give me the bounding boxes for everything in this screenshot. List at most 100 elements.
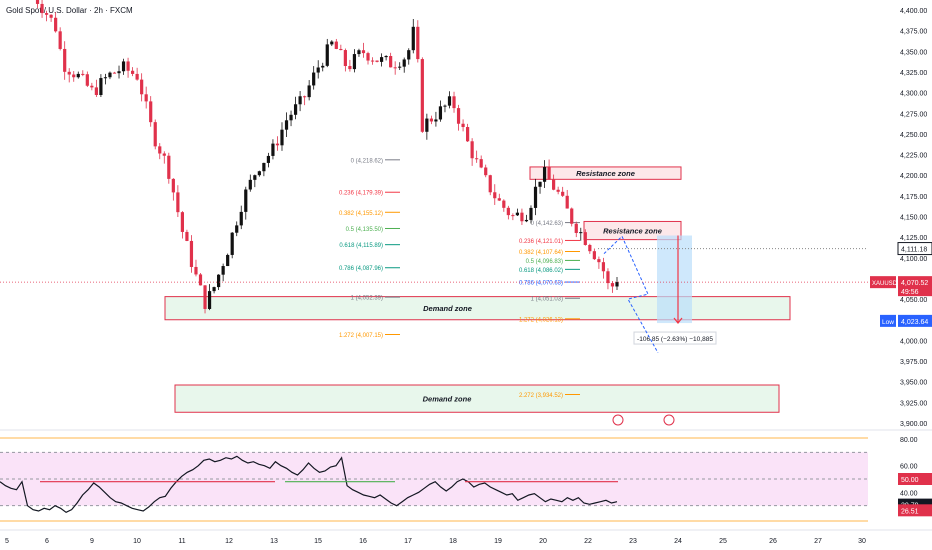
time-tick-label: 13 [270, 538, 278, 545]
price-badge-label: 4,111.18 [901, 247, 927, 254]
candle-body [262, 162, 266, 172]
candle-body [479, 159, 483, 168]
candle-body [339, 48, 343, 51]
fib-left-label: 0.5 (4,135.50) [346, 227, 383, 233]
candle-body [552, 179, 556, 190]
time-tick-label: 9 [90, 538, 94, 545]
candle-body [162, 153, 166, 156]
candle-body [72, 74, 76, 78]
fib-right-label: 0.382 (4,107.64) [519, 250, 563, 256]
candle-body [452, 96, 456, 109]
candle-body [49, 14, 53, 18]
candle-body [226, 254, 230, 267]
price-tick-label: 4,050.00 [900, 297, 927, 304]
fib-right-label: 0.5 (4,096.83) [526, 259, 563, 265]
rsi-line [0, 455, 618, 513]
candle-body [44, 13, 49, 15]
candle-body [443, 105, 447, 107]
candle-body [470, 141, 474, 159]
rsi-badge-label: 26.51 [901, 508, 919, 515]
candle-body [601, 262, 606, 272]
time-tick-label: 12 [225, 538, 233, 545]
candle-body [266, 155, 271, 163]
candle-body [615, 282, 619, 287]
fib-right-label: 0.618 (4,086.02) [519, 268, 563, 274]
time-tick-label: 20 [539, 538, 547, 545]
fib-left-label: 0.382 (4,155.12) [339, 211, 383, 217]
candle-body [366, 53, 370, 61]
candle-body [121, 61, 126, 72]
candle-body [212, 287, 216, 292]
rsi-badge [898, 504, 932, 517]
projection-path [603, 235, 659, 354]
candle-body [497, 198, 501, 201]
candle-body [149, 101, 153, 123]
candle-body [533, 186, 538, 208]
rsi-tick-label: 80.00 [900, 437, 918, 444]
candle-body [103, 77, 108, 79]
candle-body [303, 96, 307, 98]
candle-body [217, 274, 221, 288]
time-tick-label: 18 [449, 538, 457, 545]
last-price-label: 4,070.52 [901, 280, 928, 287]
time-tick-label: 16 [359, 538, 367, 545]
candle-body [389, 56, 393, 68]
candle-body [370, 60, 375, 62]
projection-box [657, 235, 692, 324]
candle-body [271, 143, 275, 156]
candle-body [484, 167, 488, 176]
candle-body [180, 212, 184, 232]
chart-title: Gold Spot / U.S. Dollar · 2h · FXCM [6, 6, 133, 15]
candle-body [330, 41, 334, 45]
price-badge [897, 242, 932, 256]
candle-body [130, 70, 135, 74]
candle-body [334, 41, 338, 49]
candle-body [126, 61, 130, 71]
candle-body [289, 114, 293, 121]
candle-body [158, 146, 162, 154]
fib-left-label: 0.786 (4,087.96) [339, 266, 383, 272]
candle-body [515, 212, 520, 216]
symbol-badge [870, 276, 896, 289]
price-tick-label: 4,125.00 [900, 235, 927, 242]
time-tick-label: 24 [674, 538, 682, 545]
candle-body [466, 127, 470, 142]
rsi-tick-label: 40.00 [900, 490, 918, 497]
candle-body [393, 67, 397, 69]
resistance-zone [583, 220, 682, 241]
price-tick-label: 4,300.00 [900, 91, 927, 98]
candle-body [506, 207, 510, 216]
candle-body [379, 57, 384, 62]
rsi-badge [898, 473, 932, 485]
fib-left-label: 0.236 (4,179.39) [339, 191, 383, 197]
candle-body [343, 50, 347, 67]
fib-right-label: 0.786 (4,070.63) [519, 281, 563, 287]
fib-right-label: 1.272 (4,026.13) [519, 317, 563, 323]
candle-body [402, 59, 406, 67]
fib-left-label: 1 (4,052.39) [351, 296, 383, 302]
demand-zone [174, 384, 780, 413]
time-tick-label: 6 [45, 538, 49, 545]
demand-zone [164, 296, 791, 321]
price-tick-label: 3,975.00 [900, 359, 927, 366]
candle-body [67, 71, 71, 75]
candle-body [574, 223, 578, 233]
candle-body [398, 66, 402, 68]
time-tick-label: 10 [133, 538, 141, 545]
candle-body [425, 118, 429, 132]
event-icon [612, 414, 624, 426]
candle-body [570, 208, 574, 224]
candle-body [189, 240, 194, 267]
candle-body [35, 0, 40, 4]
rsi-tick-label: 60.00 [900, 464, 918, 471]
price-tick-label: 4,275.00 [900, 111, 927, 118]
candle-body [135, 73, 139, 80]
candle-body [438, 106, 443, 120]
candle-body [542, 167, 547, 182]
zone-label: Resistance zone [603, 227, 662, 236]
time-tick-label: 5 [5, 538, 9, 545]
candle-body [253, 175, 257, 180]
candle-body [321, 65, 325, 68]
candle-body [176, 192, 180, 213]
